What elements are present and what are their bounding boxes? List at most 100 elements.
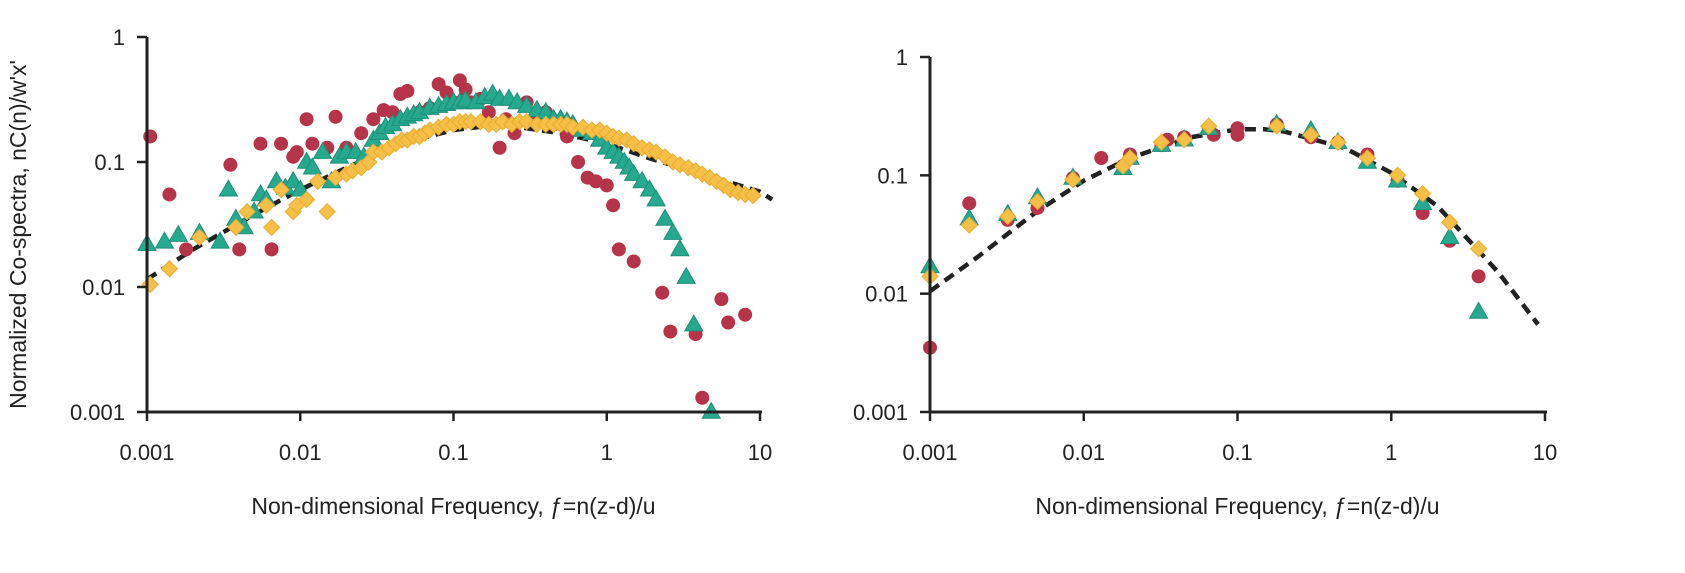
right-y-tick-label: 0.001 — [853, 400, 908, 425]
right-data-point-circle — [1471, 269, 1486, 284]
left-x-tick-label: 10 — [748, 440, 772, 465]
left-y-tick-label: 0.01 — [82, 275, 125, 300]
left-data-point-circle — [663, 324, 678, 339]
left-data-point-circle — [366, 112, 381, 127]
left-data-point-triangle — [218, 179, 239, 197]
left-data-point-triangle — [676, 266, 697, 284]
left-data-point-triangle — [210, 231, 230, 249]
right-data-point-diamond — [1199, 117, 1218, 135]
left-data-point-diamond — [190, 228, 209, 247]
right-data-point-diamond — [1175, 130, 1193, 149]
left-data-point-diamond — [262, 218, 281, 237]
left-data-point-circle — [274, 136, 289, 151]
left-x-tick-label: 0.001 — [119, 440, 174, 465]
left-data-point-triangle — [646, 189, 666, 207]
left-data-point-circle — [721, 315, 736, 330]
left-data-point-circle — [143, 129, 158, 144]
right-data-point-diamond — [1440, 213, 1459, 232]
right-chart: 0.001 0.01 0.1 1 10 0.001 0.01 0.1 1 Non-dimensi… — [853, 45, 1557, 519]
left-data-point-circle — [571, 155, 586, 169]
left-data-point-circle — [695, 390, 710, 405]
left-data-point-triangle — [655, 208, 675, 226]
right-data-point-circle — [1094, 151, 1109, 166]
left-data-point-diamond — [257, 196, 276, 215]
left-chart: 0.001 0.01 0.1 1 10 0.001 0.01 0.1 1 Non-dimensi… — [5, 25, 774, 519]
left-data-point-diamond — [160, 259, 179, 278]
right-data-point-diamond — [1469, 239, 1488, 258]
left-data-point-circle — [299, 112, 314, 127]
right-data-point-diamond — [1329, 133, 1347, 152]
left-x-tick-label: 0.1 — [438, 440, 469, 465]
left-data-point-diamond — [297, 190, 316, 209]
right-data-point-diamond — [1267, 117, 1286, 135]
left-y-tick-label: 0.1 — [94, 150, 125, 175]
right-data-point-diamond — [1413, 184, 1432, 203]
left-y-tick-label: 0.001 — [70, 400, 125, 425]
left-data-point-circle — [289, 145, 304, 160]
left-data-point-diamond — [318, 202, 336, 221]
right-x-axis-title: Non-dimensional Frequency, ƒ=n(z-d)/u — [1035, 493, 1439, 519]
left-data-point-diamond — [227, 218, 245, 237]
right-y-tick-label: 1 — [896, 45, 908, 70]
left-data-point-circle — [588, 174, 603, 189]
left-data-point-circle — [223, 157, 238, 172]
left-data-point-circle — [264, 242, 279, 257]
left-data-point-circle — [714, 292, 729, 307]
right-data-point-diamond — [1388, 166, 1407, 185]
right-x-tick-label: 0.01 — [1062, 440, 1105, 465]
left-data-point-circle — [611, 242, 626, 257]
left-data-point-triangle — [701, 401, 722, 419]
left-axes: 0.001 0.01 0.1 1 10 0.001 0.01 0.1 1 — [70, 25, 772, 465]
left-data-point-triangle — [663, 222, 683, 240]
right-x-tick-label: 10 — [1533, 440, 1557, 465]
right-data-point-circle — [962, 196, 977, 211]
right-data-point-triangle — [1468, 301, 1489, 319]
left-data-point-circle — [439, 85, 454, 100]
right-data-point-circle — [1230, 127, 1245, 142]
left-data-point-circle — [162, 187, 177, 202]
right-x-tick-label: 0.001 — [902, 440, 957, 465]
left-data-point-circle — [599, 178, 614, 193]
left-data-point-circle — [626, 254, 641, 269]
left-data-point-triangle — [312, 141, 333, 159]
right-series-layer — [920, 113, 1489, 355]
right-data-point-diamond — [1028, 192, 1047, 211]
right-x-tick-label: 0.1 — [1222, 440, 1253, 465]
right-axes: 0.001 0.01 0.1 1 10 0.001 0.01 0.1 1 — [853, 45, 1557, 465]
left-data-point-triangle — [632, 170, 652, 189]
left-data-point-triangle — [154, 231, 175, 249]
left-data-point-circle — [385, 105, 400, 120]
left-data-point-circle — [606, 198, 621, 213]
right-data-point-diamond — [1152, 133, 1171, 152]
right-data-point-diamond — [1358, 149, 1377, 167]
right-data-point-diamond — [998, 207, 1017, 226]
left-data-point-circle — [354, 126, 369, 141]
right-y-tick-label: 0.1 — [877, 163, 908, 188]
left-data-point-diamond — [308, 172, 327, 191]
left-data-point-circle — [305, 136, 320, 151]
left-x-axis-title: Non-dimensional Frequency, ƒ=n(z-d)/u — [251, 493, 655, 519]
right-data-point-diamond — [1302, 126, 1320, 144]
left-series-layer — [137, 73, 762, 419]
left-data-point-diamond — [141, 275, 159, 294]
left-data-point-diamond — [238, 202, 256, 221]
left-data-point-circle — [738, 307, 753, 322]
left-data-point-triangle — [683, 314, 704, 332]
left-data-point-triangle — [623, 163, 644, 181]
left-data-point-circle — [328, 109, 343, 124]
left-x-tick-label: 0.01 — [279, 440, 322, 465]
left-data-point-triangle — [639, 179, 660, 197]
right-data-point-diamond — [1121, 149, 1139, 167]
left-data-point-circle — [655, 285, 670, 300]
right-data-point-triangle — [1439, 226, 1460, 244]
left-data-point-diamond — [744, 186, 762, 205]
left-data-point-triangle — [302, 157, 323, 175]
left-y-tick-label: 1 — [113, 25, 125, 50]
left-y-axis-title: Normalized Co-spectra, nC(n)/w'x' — [5, 60, 31, 409]
left-data-point-circle — [232, 242, 247, 257]
left-data-point-triangle — [168, 224, 189, 242]
left-data-point-circle — [492, 140, 507, 155]
right-y-tick-label: 0.01 — [865, 282, 908, 307]
left-data-point-circle — [400, 83, 415, 98]
